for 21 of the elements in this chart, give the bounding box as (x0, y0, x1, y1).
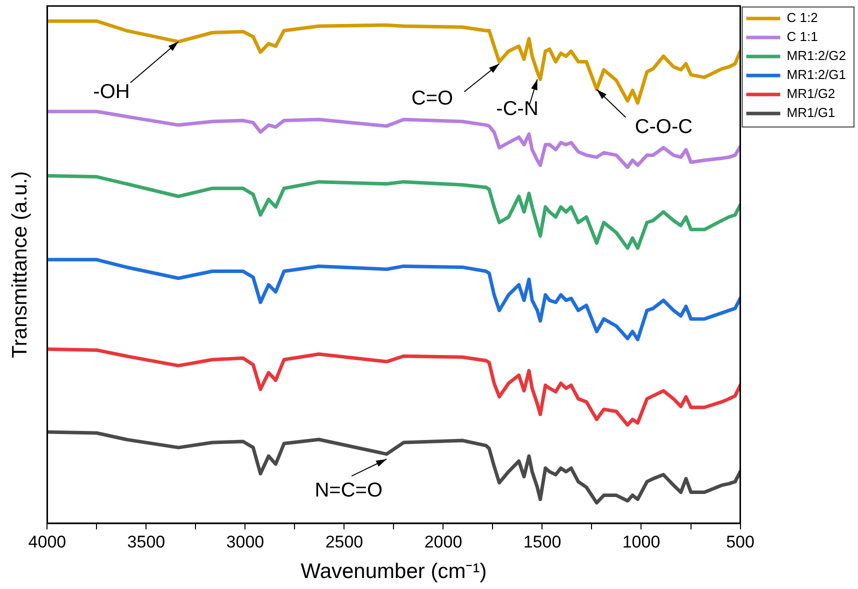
legend-label: MR1/G1 (786, 105, 836, 120)
annotation: N=C=O (314, 480, 383, 502)
x-tick-label: 2000 (424, 532, 462, 552)
annotation: C-O-C (634, 116, 693, 138)
x-tick-label: 3500 (127, 532, 166, 552)
legend-label: MR1/G2 (786, 86, 836, 102)
legend-label: MR1:2/G2 (786, 48, 846, 64)
x-tick-label: 500 (726, 532, 754, 552)
x-tick-label: 4000 (28, 532, 66, 552)
annotation: -OH (93, 81, 130, 104)
legend-label: MR1:2/G1 (786, 67, 846, 82)
legend-label: C 1:1 (786, 29, 818, 44)
x-tick-label: 1000 (622, 532, 660, 552)
legend-label: C 1:2 (786, 10, 818, 26)
annotation: -C-N (496, 98, 538, 120)
annotation: C=O (411, 87, 454, 110)
x-tick-label: 3000 (226, 532, 264, 552)
x-tick-label: 1500 (523, 532, 562, 552)
y-axis-title: Transmittance (a.u.) (8, 171, 32, 358)
x-axis-title: Wavenumber (cm⁻¹) (300, 560, 487, 584)
x-tick-label: 2500 (325, 532, 364, 552)
